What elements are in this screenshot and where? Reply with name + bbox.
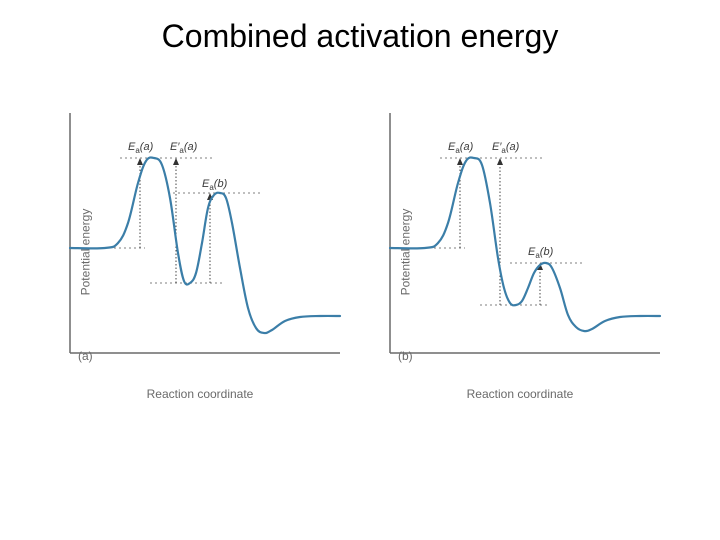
panel-a: Potential energy (a) Reaction coordinate… [50, 103, 350, 401]
energy-label-Ea_b: Ea(b) [528, 246, 553, 260]
x-axis-label-a: Reaction coordinate [50, 387, 350, 401]
subfig-label-a: (a) [78, 349, 93, 363]
page-title: Combined activation energy [0, 0, 720, 63]
energy-label-Ea_prime_a: E′a(a) [492, 141, 519, 155]
energy-label-Ea_b: Ea(b) [202, 178, 227, 192]
chart-a [50, 103, 350, 383]
energy-label-Ea_a: Ea(a) [128, 141, 153, 155]
y-axis-label-a: Potential energy [78, 209, 92, 296]
energy-label-Ea_a: Ea(a) [448, 141, 473, 155]
energy-label-Ea_prime_a: E′a(a) [170, 141, 197, 155]
x-axis-label-b: Reaction coordinate [370, 387, 670, 401]
chart-b [370, 103, 670, 383]
subfig-label-b: (b) [398, 349, 413, 363]
panels-container: Potential energy (a) Reaction coordinate… [0, 63, 720, 401]
panel-b: Potential energy (b) Reaction coordinate… [370, 103, 670, 401]
y-axis-label-b: Potential energy [398, 209, 412, 296]
